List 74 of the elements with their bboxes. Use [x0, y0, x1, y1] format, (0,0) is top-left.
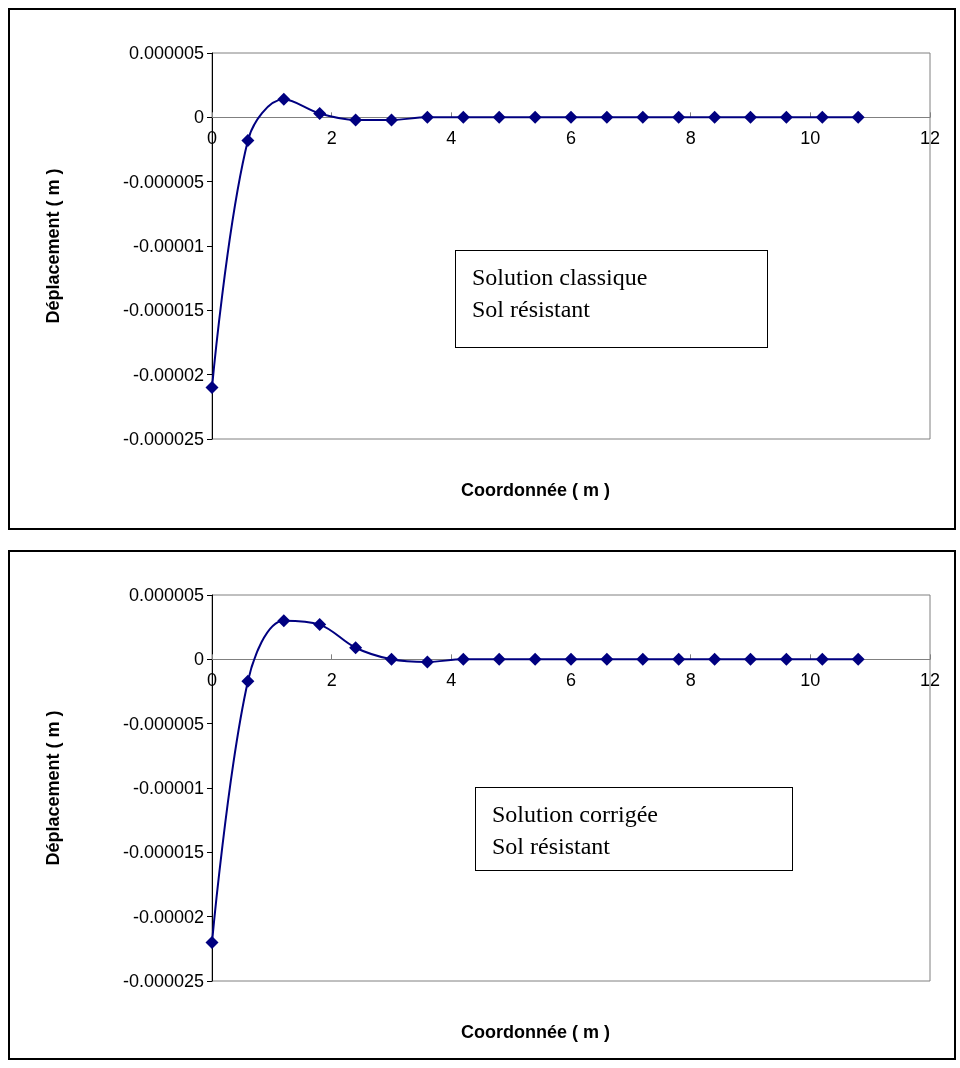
- y-tick-label: -0.000005: [122, 171, 204, 192]
- x-tick-label: 2: [326, 128, 337, 149]
- point: [420, 655, 434, 669]
- point: [420, 110, 434, 124]
- point: [277, 614, 291, 628]
- annotation: Solution corrigée: [492, 800, 659, 829]
- x-axis-title: Coordonnée ( m ): [461, 480, 610, 500]
- point: [744, 110, 757, 124]
- point: [672, 652, 686, 666]
- annotation: Sol résistant: [472, 295, 591, 324]
- point: [241, 133, 255, 147]
- point: [385, 652, 398, 666]
- point: [349, 641, 363, 655]
- point: [708, 110, 722, 124]
- point: [205, 381, 219, 395]
- point: [277, 92, 291, 106]
- y-tick-label: -0.000015: [122, 300, 204, 321]
- x-tick-label: 8: [685, 128, 696, 149]
- point: [313, 106, 327, 120]
- point: [564, 110, 578, 124]
- point: [564, 652, 578, 666]
- y-tick-label: -0.000005: [122, 713, 204, 734]
- y-axis-title: Déplacement ( m ): [43, 168, 63, 324]
- annotation: Sol résistant: [492, 832, 611, 861]
- y-tick-label: 0.000005: [128, 585, 204, 605]
- y-axis-title: Déplacement ( m ): [43, 710, 63, 866]
- point: [779, 110, 793, 124]
- x-tick-label: 8: [685, 670, 696, 691]
- point: [349, 113, 363, 127]
- x-tick-label: 6: [565, 670, 577, 691]
- point: [815, 110, 829, 124]
- x-tick-label: 12: [919, 670, 941, 691]
- point: [456, 110, 470, 124]
- y-tick-label: -0.000025: [122, 971, 204, 991]
- point: [851, 110, 865, 124]
- y-tick-label: -0.000015: [122, 842, 204, 863]
- y-tick-label: -0.00001: [132, 778, 204, 798]
- x-tick-label: 4: [446, 670, 457, 691]
- y-tick-label: -0.00002: [132, 364, 204, 385]
- y-tick-label: -0.00002: [132, 906, 204, 927]
- x-tick-label: 10: [800, 670, 821, 691]
- point: [708, 652, 722, 666]
- y-tick-label: 0: [193, 107, 204, 128]
- point: [744, 652, 757, 666]
- y-tick-label: 0.000005: [128, 43, 204, 63]
- point: [600, 110, 614, 124]
- point: [205, 935, 219, 949]
- annotation: Solution classique: [472, 263, 649, 292]
- point: [779, 652, 793, 666]
- y-tick-label: -0.000025: [122, 429, 204, 449]
- point: [492, 110, 506, 124]
- point: [492, 652, 506, 666]
- point: [528, 652, 542, 666]
- point: [600, 652, 614, 666]
- point: [815, 652, 829, 666]
- text-box: Solution classique Sol résistant: [455, 250, 768, 348]
- point: [528, 110, 542, 124]
- x-tick-label: 2: [326, 670, 337, 691]
- x-axis-title: Coordonnée ( m ): [461, 1022, 610, 1042]
- y-tick-label: 0: [193, 649, 204, 670]
- point: [672, 110, 686, 124]
- x-tick-label: 12: [919, 128, 941, 149]
- x-tick-label: 10: [800, 128, 821, 149]
- point: [851, 652, 865, 666]
- point: [636, 110, 650, 124]
- y-tick-label: -0.00001: [132, 236, 204, 256]
- text-box: Solution corrigée Sol résistant: [475, 787, 793, 871]
- point: [456, 652, 470, 666]
- point: [385, 113, 398, 127]
- x-tick-label: 6: [565, 128, 577, 149]
- point: [636, 652, 650, 666]
- point: [241, 674, 255, 688]
- x-tick-label: 4: [446, 128, 457, 149]
- point: [313, 618, 327, 632]
